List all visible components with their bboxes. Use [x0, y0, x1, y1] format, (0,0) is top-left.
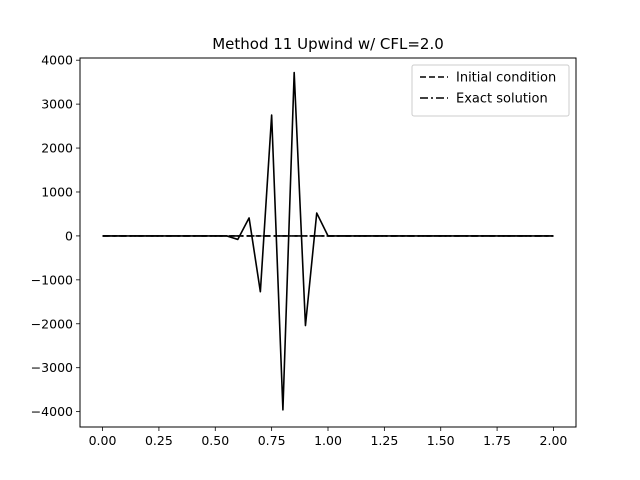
x-tick-label: 1.25 [370, 433, 398, 448]
y-tick-label: 0 [65, 228, 73, 243]
legend-label: Initial condition [456, 71, 556, 86]
x-axis: 0.00 0.25 0.50 0.75 1.00 1.25 1.50 1.75 2.00 [89, 427, 568, 448]
legend-label: Exact solution [456, 92, 548, 107]
chart-title: Method 11 Upwind w/ CFL=2.0 [212, 35, 444, 53]
x-tick-label: 1.50 [427, 433, 455, 448]
y-tick-label: −4000 [31, 404, 73, 419]
x-tick-label: 0.75 [258, 433, 286, 448]
x-tick-label: 0.50 [201, 433, 229, 448]
y-tick-label: −3000 [31, 360, 73, 375]
x-tick-label: 1.75 [483, 433, 511, 448]
legend: Initial condition Exact solution [411, 64, 570, 117]
series-line-numerical-solution [102, 71, 554, 411]
y-axis: −4000 −3000 −2000 −1000 0 1000 2000 3000 4000 [31, 53, 80, 419]
series-layer [102, 71, 554, 411]
plot-frame [79, 57, 577, 428]
y-tick-label: 3000 [41, 97, 73, 112]
y-tick-label: 2000 [41, 141, 73, 156]
y-tick-label: 1000 [41, 184, 73, 199]
legend-box [411, 64, 570, 117]
x-tick-label: 0.25 [145, 433, 173, 448]
x-tick-label: 2.00 [540, 433, 568, 448]
y-tick-label: −1000 [31, 272, 73, 287]
x-tick-label: 1.00 [314, 433, 342, 448]
y-tick-label: 4000 [41, 53, 73, 68]
y-tick-label: −2000 [31, 316, 73, 331]
x-tick-label: 0.00 [89, 433, 117, 448]
